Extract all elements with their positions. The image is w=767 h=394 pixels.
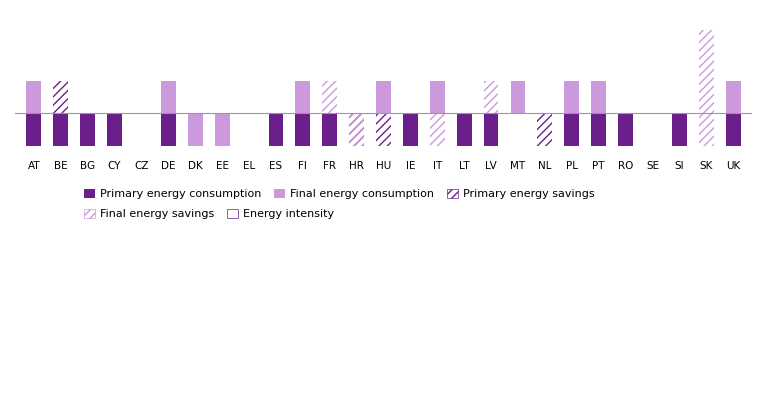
Bar (26, 113, 41, 146)
Bar (511, 80, 525, 113)
Bar (591, 113, 606, 146)
Bar (81, 113, 95, 146)
Bar (295, 113, 310, 146)
Bar (161, 80, 176, 113)
Bar (645, 113, 660, 146)
Bar (484, 80, 499, 113)
Bar (726, 80, 741, 113)
Bar (699, 113, 713, 146)
Bar (565, 80, 579, 113)
Bar (54, 80, 68, 113)
Bar (591, 80, 606, 113)
Bar (699, 113, 713, 146)
Bar (645, 113, 660, 146)
Bar (26, 80, 41, 113)
Bar (54, 113, 68, 146)
Bar (376, 113, 391, 146)
Bar (699, 30, 713, 113)
Bar (430, 80, 445, 113)
Bar (672, 113, 686, 146)
Bar (268, 26, 283, 113)
Bar (484, 113, 499, 146)
Bar (618, 113, 633, 146)
Bar (295, 80, 310, 113)
Bar (268, 26, 283, 113)
Bar (161, 113, 176, 146)
Bar (107, 113, 122, 146)
Bar (538, 113, 552, 146)
Bar (376, 113, 391, 146)
Bar (430, 113, 445, 146)
Bar (565, 113, 579, 146)
Legend: Final energy savings, Energy intensity: Final energy savings, Energy intensity (80, 204, 338, 223)
Bar (322, 80, 337, 113)
Bar (349, 113, 364, 146)
Bar (349, 113, 364, 146)
Bar (484, 80, 499, 113)
Bar (726, 113, 741, 146)
Bar (403, 113, 418, 146)
Bar (215, 113, 229, 146)
Bar (538, 113, 552, 146)
Bar (430, 113, 445, 146)
Bar (134, 113, 149, 146)
Bar (322, 80, 337, 113)
Bar (54, 80, 68, 113)
Bar (699, 30, 713, 113)
Bar (457, 113, 472, 146)
Bar (188, 113, 202, 146)
Bar (322, 113, 337, 146)
Bar (268, 113, 283, 146)
Bar (134, 113, 149, 146)
Bar (349, 113, 364, 146)
Bar (349, 113, 364, 146)
Bar (376, 80, 391, 113)
